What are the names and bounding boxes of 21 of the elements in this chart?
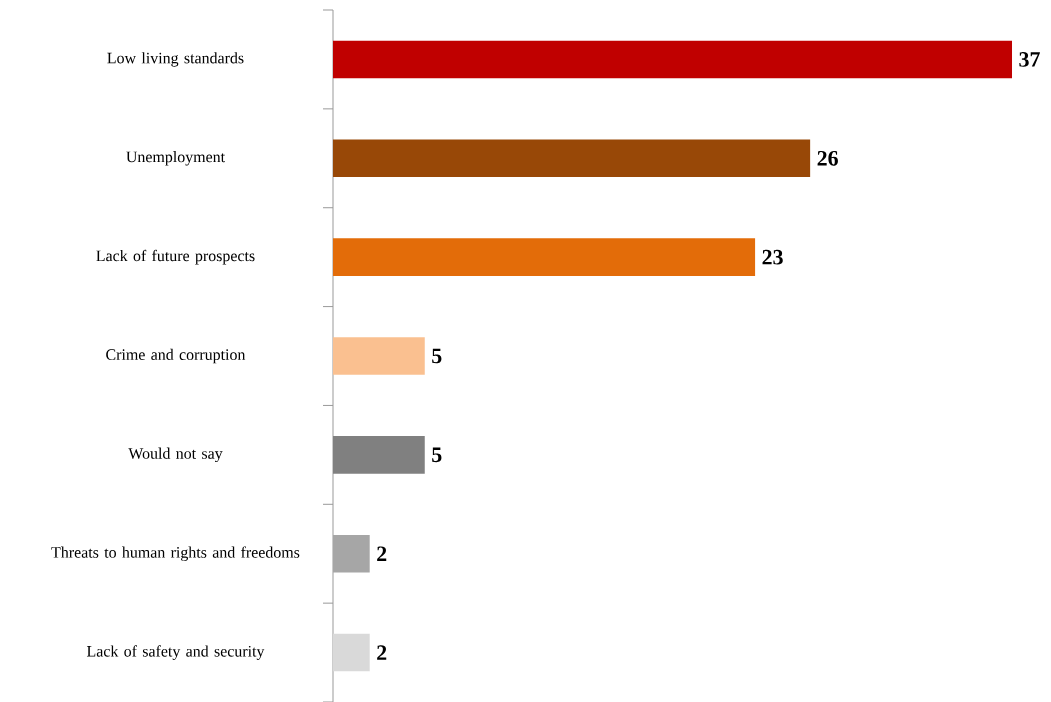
y-tick-label: Lack of safety and security xyxy=(86,645,265,660)
data-label: 26 xyxy=(817,150,838,166)
y-tick-label: Threats to human rights and freedoms xyxy=(51,546,300,561)
data-label: 23 xyxy=(762,249,783,265)
data-label: 37 xyxy=(1019,51,1040,67)
y-tick-label: Low living standards xyxy=(107,51,244,67)
data-label: 2 xyxy=(377,546,387,561)
bar xyxy=(333,40,1013,78)
bar xyxy=(333,534,370,573)
y-tick-label: Crime and corruption xyxy=(106,348,246,363)
bar xyxy=(333,139,811,177)
bar xyxy=(333,336,425,375)
bar xyxy=(333,238,756,276)
y-tick-label: Would not say xyxy=(128,447,223,462)
data-label: 2 xyxy=(377,645,387,660)
y-tick-label: Lack of future prospects xyxy=(96,249,255,265)
bar xyxy=(333,633,370,672)
data-label: 5 xyxy=(432,348,442,364)
data-label: 5 xyxy=(432,447,442,462)
bar xyxy=(333,435,425,474)
y-tick-label: Unemployment xyxy=(126,150,225,166)
